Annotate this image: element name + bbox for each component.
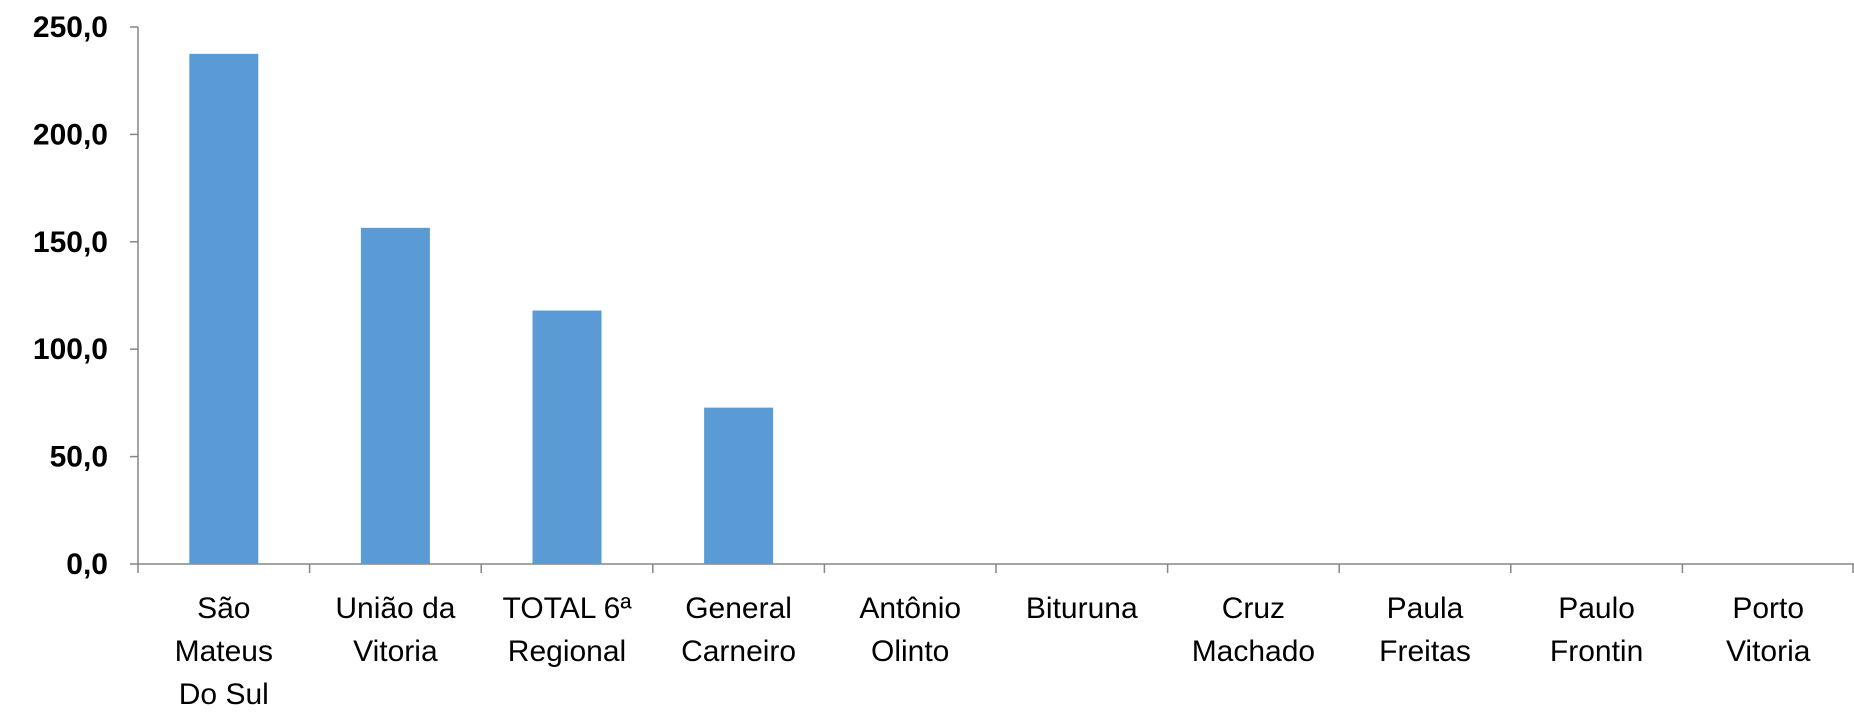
- x-tick-label-line: Do Sul: [179, 678, 269, 708]
- bar: [704, 407, 774, 564]
- x-tick-label: São Mateus Do Sul: [175, 592, 273, 708]
- y-tick-label: 100,0: [33, 333, 108, 366]
- x-tick-label: União da Vitoria: [335, 592, 455, 668]
- x-tick-label-line: Vitoria: [1726, 635, 1811, 668]
- x-tick-label-line: Machado: [1192, 635, 1315, 668]
- y-tick-label: 50,0: [50, 441, 108, 474]
- bar: [532, 310, 602, 564]
- y-axis: 0,0 50,0 100,0 150,0 200,0 250,0: [33, 11, 139, 581]
- x-tick-label: Antônio Olinto: [859, 592, 961, 668]
- y-tick-label: 200,0: [33, 118, 108, 151]
- x-tick-label-line: Regional: [508, 635, 626, 668]
- x-tick-label: Cruz Machado: [1192, 592, 1315, 668]
- x-axis: São Mateus Do Sul União da Vitoria TOTAL 6ª Re…: [137, 563, 1854, 711]
- x-tick-label-line: Mateus: [175, 635, 273, 668]
- x-tick-label-line: Paula: [1387, 592, 1464, 625]
- y-tick-label: 250,0: [33, 11, 108, 44]
- x-tick-label-line: Carneiro: [681, 635, 796, 668]
- x-tick-label-line: União da: [335, 592, 455, 625]
- x-tick-label: Bituruna: [1026, 592, 1138, 625]
- x-tick-label-line: General: [685, 592, 792, 625]
- x-tick-label-line: Paulo: [1558, 592, 1635, 625]
- x-tick-label-line: TOTAL 6ª: [503, 592, 633, 625]
- x-tick-label-line: Frontin: [1550, 635, 1643, 668]
- x-tick-label: Porto Vitoria: [1726, 592, 1811, 668]
- bar: [360, 227, 430, 564]
- x-tick-label: Paula Freitas: [1379, 592, 1471, 668]
- y-tick-label: 0,0: [66, 548, 108, 581]
- x-tick-label-line: Cruz: [1222, 592, 1285, 625]
- x-tick-label: Paulo Frontin: [1550, 592, 1643, 668]
- bar: [189, 53, 259, 564]
- x-tick-label-line: Porto: [1732, 592, 1804, 625]
- x-tick-label: TOTAL 6ª Regional: [503, 592, 633, 668]
- x-tick-label-line: Freitas: [1379, 635, 1471, 668]
- x-tick-label-line: São: [197, 592, 250, 625]
- x-tick-label: General Carneiro: [681, 592, 796, 668]
- bars: [189, 53, 774, 564]
- y-tick-label: 150,0: [33, 226, 108, 259]
- x-tick-label-line: Antônio: [859, 592, 961, 625]
- x-tick-label-line: Vitoria: [353, 635, 438, 668]
- x-tick-label-line: Bituruna: [1026, 592, 1138, 625]
- x-tick-label-line: Olinto: [871, 635, 949, 668]
